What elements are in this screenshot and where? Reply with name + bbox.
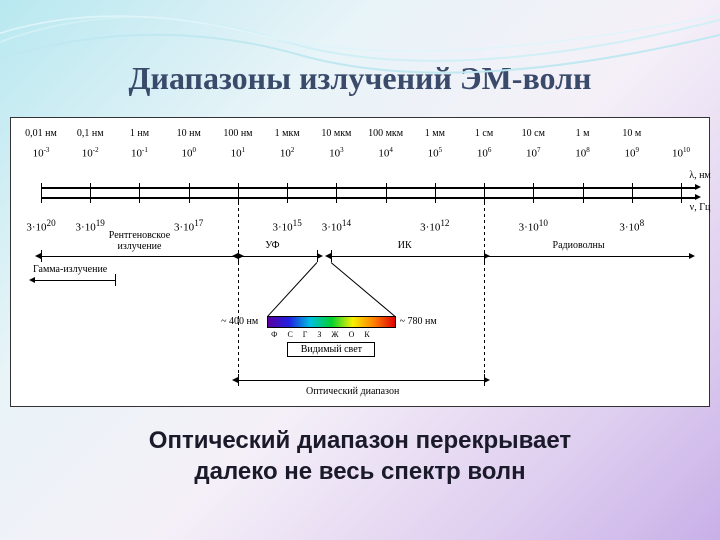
wavelength-exponent: 108 [575,146,590,160]
gamma-range [35,280,115,281]
wavelength-label: 10 нм [177,128,201,139]
optical-range [238,380,484,381]
caption-line-1: Оптический диапазон перекрывает [0,425,720,456]
wavelength-exponent: 105 [428,146,443,160]
wavelength-exponent: 100 [181,146,196,160]
freq-label: 3·1020 [26,218,55,234]
freq-label: 3·108 [619,218,644,234]
radio-label: Радиоволны [553,240,605,251]
lambda-unit: λ, нм [685,170,715,181]
visible-spectrum [267,316,395,328]
wavelength-exponent: 103 [329,146,344,160]
ir-label: ИК [398,240,412,251]
wavelength-label: 1 м [576,128,590,139]
uv-label: УФ [265,240,279,251]
wavelength-exponent: 10-3 [33,146,50,160]
visible-label: Видимый свет [287,342,375,357]
em-spectrum-diagram: 0,01 нм 0,1 нм 1 нм 10 нм 100 нм 1 мкм 10 мкм 1… [10,117,710,407]
freq-label: 3·1012 [420,218,449,234]
page-title: Диапазоны излучений ЭМ-волн [0,0,720,97]
wavelength-exponent: 102 [280,146,295,160]
wavelength-exponent: 104 [378,146,393,160]
freq-label: 3·1014 [322,218,351,234]
wavelength-label: 10 см [522,128,545,139]
visible-end: ~ 780 нм [400,316,437,327]
wavelength-label: 100 мкм [368,128,403,139]
wavelength-label: 10 м [622,128,641,139]
wavelength-exponent: 10-1 [131,146,148,160]
caption-line-2: далеко не весь спектр волн [0,456,720,487]
radio-range [484,256,689,257]
wavelength-label: 0,1 нм [77,128,104,139]
freq-label: 3·1015 [272,218,301,234]
wavelength-label: 0,01 нм [25,128,57,139]
wavelength-exponent: 1010 [672,146,690,160]
wavelength-label: 1 см [475,128,493,139]
wavelength-exponent: 10-2 [82,146,99,160]
spectrum-letters: Ф С Г З Ж О К [271,330,374,339]
optical-label: Оптический диапазон [306,386,399,397]
freq-label: 3·1010 [519,218,548,234]
xray-label: Рентгеновскоеизлучение [99,230,179,252]
wavelength-exponent: 107 [526,146,541,160]
wavelength-exponent: 101 [231,146,246,160]
xray-range [41,256,238,257]
wavelength-exponent: 106 [477,146,492,160]
wavelength-label: 1 мм [425,128,445,139]
wavelength-label: 1 мкм [275,128,300,139]
freq-unit: ν, Гц [685,202,715,213]
visible-start: ~ 400 нм [221,316,258,327]
ir-range [331,256,484,257]
uv-range [238,256,317,257]
wavelength-label: 100 нм [223,128,252,139]
wavelength-label: 1 нм [130,128,149,139]
wavelength-label: 10 мкм [321,128,351,139]
caption: Оптический диапазон перекрывает далеко н… [0,425,720,487]
wavelength-exponent: 109 [625,146,640,160]
gamma-label: Гамма-излучение [33,264,107,275]
